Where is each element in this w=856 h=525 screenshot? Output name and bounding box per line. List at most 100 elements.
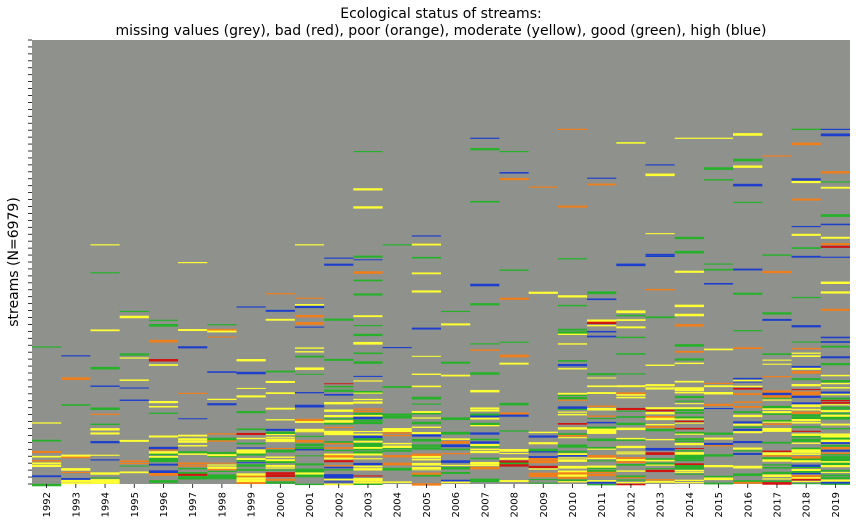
x-tick-label: 1999: [247, 492, 258, 517]
heatmap-cell: [441, 438, 471, 440]
heatmap-cell: [616, 481, 646, 484]
heatmap-cell: [470, 372, 500, 375]
heatmap-cell: [674, 465, 704, 468]
heatmap-cell: [674, 304, 704, 308]
heatmap-cell: [470, 424, 500, 427]
heatmap-cell: [557, 396, 588, 400]
heatmap-cell: [353, 468, 383, 471]
heatmap-cell: [470, 464, 500, 467]
heatmap-cell: [236, 458, 266, 461]
heatmap-cell: [178, 392, 208, 394]
heatmap-cell: [353, 341, 383, 345]
heatmap-cell: [557, 474, 588, 477]
heatmap-cell: [762, 359, 792, 361]
heatmap-cell: [353, 438, 383, 441]
heatmap-cell: [294, 449, 325, 451]
heatmap-cell: [762, 478, 792, 480]
heatmap-cell: [207, 433, 237, 435]
heatmap-cell: [324, 389, 354, 392]
heatmap-cell: [528, 478, 558, 481]
heatmap-area: [32, 40, 850, 487]
heatmap-cell: [645, 480, 675, 483]
heatmap-cell: [265, 428, 295, 431]
heatmap-cell: [762, 474, 792, 478]
heatmap-cell: [324, 318, 354, 321]
heatmap-cell: [528, 457, 558, 461]
heatmap-cell: [324, 426, 354, 429]
heatmap-cell: [616, 451, 646, 453]
heatmap-cell: [32, 346, 62, 348]
heatmap-cell: [236, 477, 266, 480]
heatmap-cell: [791, 255, 821, 258]
heatmap-cell: [411, 403, 441, 405]
heatmap-cell: [587, 421, 617, 424]
heatmap-cell: [294, 244, 325, 246]
x-tick-label: 1995: [130, 492, 141, 517]
heatmap-cell: [616, 453, 646, 455]
heatmap-cell: [674, 416, 704, 419]
heatmap-cell: [178, 262, 208, 264]
heatmap-cell: [265, 309, 295, 312]
heatmap-cell: [820, 128, 850, 130]
heatmap-column-2014: [674, 137, 704, 484]
heatmap-cell: [733, 481, 763, 484]
heatmap-cell: [265, 474, 295, 477]
x-tick-label: 2016: [743, 492, 754, 517]
heatmap-cell: [587, 438, 617, 442]
heatmap-cell: [645, 416, 675, 419]
heatmap-cell: [762, 392, 792, 396]
heatmap-cell: [324, 358, 354, 361]
x-tick-label: 2009: [539, 492, 550, 517]
heatmap-cell: [528, 448, 558, 452]
heatmap-cell: [791, 421, 821, 424]
heatmap-cell: [791, 466, 821, 469]
heatmap-cell: [645, 468, 675, 470]
heatmap-cell: [820, 452, 850, 454]
heatmap-cell: [791, 198, 821, 201]
heatmap-cell: [645, 479, 675, 481]
heatmap-cell: [382, 442, 412, 445]
heatmap-cell: [294, 472, 325, 475]
heatmap-cell: [294, 305, 325, 309]
heatmap-cell: [820, 397, 850, 400]
heatmap-cell: [674, 471, 704, 473]
heatmap-cell: [791, 347, 821, 350]
heatmap-cell: [119, 357, 149, 359]
heatmap-cell: [499, 453, 529, 455]
heatmap-cell: [324, 432, 354, 436]
heatmap-cell: [324, 476, 354, 479]
heatmap-cell: [32, 455, 62, 458]
heatmap-cell: [411, 290, 441, 293]
heatmap-cell: [265, 459, 295, 462]
heatmap-cell: [353, 151, 383, 153]
heatmap-cell: [733, 405, 763, 408]
heatmap-cell: [733, 379, 763, 383]
heatmap-cell: [470, 478, 500, 481]
heatmap-cell: [236, 359, 266, 362]
x-tick-label: 2010: [568, 492, 579, 517]
heatmap-cell: [674, 407, 704, 410]
x-tick-label: 2000: [276, 492, 287, 517]
heatmap-cell: [470, 438, 500, 441]
heatmap-column-1998: [207, 324, 237, 480]
heatmap-cell: [645, 462, 675, 465]
heatmap-cell: [353, 443, 383, 446]
heatmap-cell: [528, 291, 558, 294]
heatmap-cell: [411, 455, 441, 458]
heatmap-column-2015: [703, 137, 734, 485]
x-tick-label: 2015: [714, 492, 725, 517]
heatmap-cell: [294, 443, 325, 447]
heatmap-cell: [557, 476, 588, 479]
heatmap-cell: [528, 431, 558, 434]
heatmap-cell: [733, 393, 763, 396]
heatmap-cell: [820, 442, 850, 444]
heatmap-cell: [557, 423, 588, 425]
heatmap-cell: [265, 441, 295, 443]
heatmap-cell: [411, 426, 441, 428]
heatmap-cell: [207, 398, 237, 400]
heatmap-cell: [820, 245, 850, 248]
heatmap-cell: [470, 303, 500, 306]
heatmap-cell: [557, 368, 588, 370]
heatmap-cell: [616, 416, 646, 418]
heatmap-cell: [499, 464, 529, 467]
